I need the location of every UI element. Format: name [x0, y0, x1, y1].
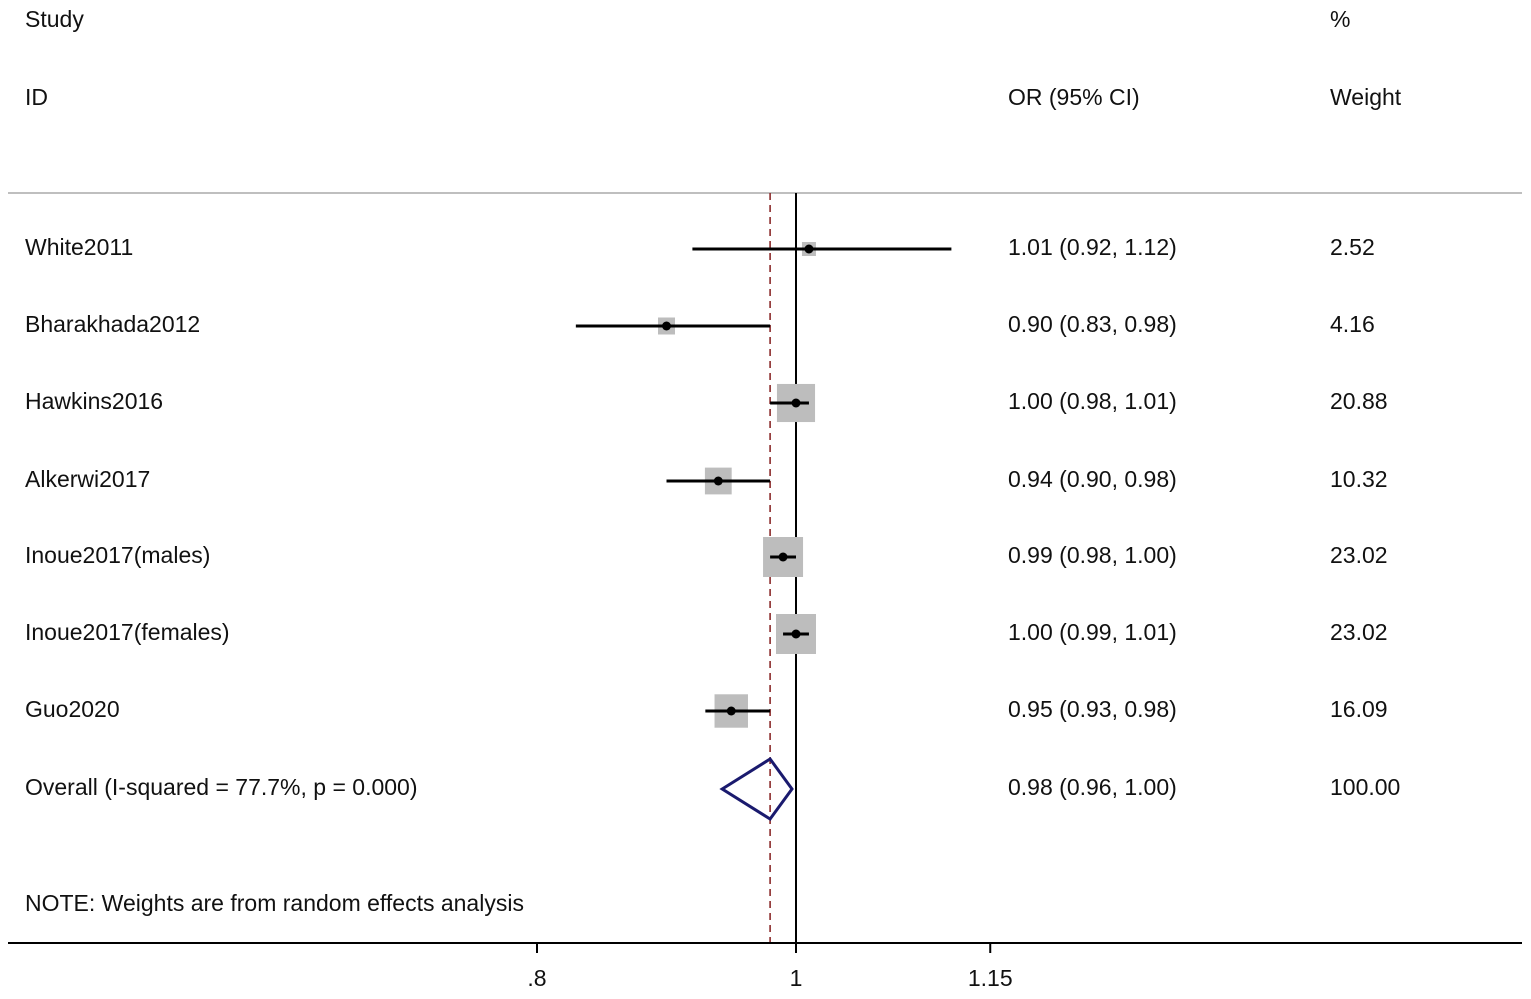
study-label: Inoue2017(males)	[25, 542, 210, 568]
weight-value: 4.16	[1330, 311, 1375, 337]
or-ci-value: 0.90 (0.83, 0.98)	[1008, 311, 1177, 337]
study-label: Alkerwi2017	[25, 466, 150, 492]
study-label: Guo2020	[25, 696, 120, 722]
point-estimate	[791, 398, 801, 408]
or-ci-value: 0.94 (0.90, 0.98)	[1008, 466, 1177, 492]
weight-value: 20.88	[1330, 388, 1388, 414]
weight-value: 2.52	[1330, 234, 1375, 260]
or-ci-value: 0.95 (0.93, 0.98)	[1008, 696, 1177, 722]
note-text: NOTE: Weights are from random effects an…	[25, 890, 524, 916]
point-estimate	[778, 552, 788, 562]
x-tick-label: 1.15	[968, 965, 1013, 991]
study-label: Bharakhada2012	[25, 311, 200, 337]
header-study: Study	[25, 6, 84, 32]
or-ci-value: 1.00 (0.98, 1.01)	[1008, 388, 1177, 414]
study-label: Hawkins2016	[25, 388, 163, 414]
overall-diamond	[719, 756, 794, 822]
point-estimate	[662, 321, 671, 331]
x-tick-label: .8	[527, 965, 546, 991]
point-estimate	[804, 244, 814, 254]
header-percent: %	[1330, 6, 1351, 32]
study-label: Inoue2017(females)	[25, 619, 230, 645]
or-ci-value: 0.99 (0.98, 1.00)	[1008, 542, 1177, 568]
overall-or-ci-value: 0.98 (0.96, 1.00)	[1008, 774, 1177, 800]
or-ci-value: 1.01 (0.92, 1.12)	[1008, 234, 1177, 260]
header-weight: Weight	[1330, 84, 1402, 110]
study-label: White2011	[25, 234, 133, 260]
point-estimate	[713, 476, 723, 486]
header-or-ci: OR (95% CI)	[1008, 84, 1140, 110]
overall-weight-value: 100.00	[1330, 774, 1400, 800]
weight-value: 23.02	[1330, 619, 1388, 645]
or-ci-value: 1.00 (0.99, 1.01)	[1008, 619, 1177, 645]
point-estimate	[791, 629, 801, 639]
header-id: ID	[25, 84, 48, 110]
overall-label: Overall (I-squared = 77.7%, p = 0.000)	[25, 774, 418, 800]
weight-value: 16.09	[1330, 696, 1388, 722]
x-tick-label: 1	[790, 965, 803, 991]
weight-value: 23.02	[1330, 542, 1388, 568]
point-estimate	[726, 706, 736, 716]
weight-value: 10.32	[1330, 466, 1388, 492]
